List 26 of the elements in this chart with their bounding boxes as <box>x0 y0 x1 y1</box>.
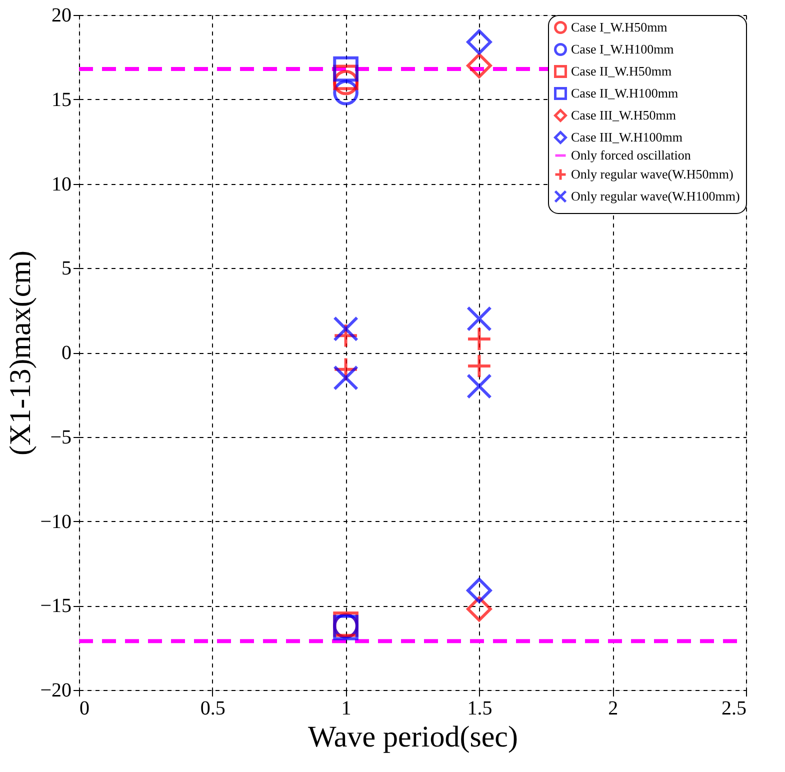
legend-label: Case II_W.H50mm <box>571 64 672 78</box>
legend-label: Only regular wave(W.H100mm) <box>571 188 740 204</box>
x-tick-label: 1 <box>341 698 352 720</box>
y-tick-label: −15 <box>40 595 72 618</box>
y-tick-label: 0 <box>62 342 72 364</box>
legend-label: Only forced oscillation <box>571 148 692 162</box>
y-axis-title: (X1-13)max(cm) <box>4 250 38 456</box>
legend-label: Case III_W.H100mm <box>571 130 682 144</box>
x-tick-label: 0 <box>80 698 90 720</box>
y-tick-label: 10 <box>52 173 72 196</box>
y-tick-label: 5 <box>62 258 72 280</box>
legend-label: Case I_W.H100mm <box>571 42 674 56</box>
y-tick-label: 20 <box>52 4 72 26</box>
legend-label: Case II_W.H100mm <box>571 86 678 100</box>
x-tick-label: 2.5 <box>722 698 746 720</box>
y-tick-label: 15 <box>52 88 72 111</box>
legend-label: Case I_W.H50mm <box>571 20 668 34</box>
y-tick-label: −5 <box>50 426 72 448</box>
x-axis-title: Wave period(sec) <box>308 720 518 754</box>
x-tick-label: 1.5 <box>467 698 492 720</box>
y-tick-label: −10 <box>40 510 72 533</box>
x-tick-label: 2 <box>608 698 618 720</box>
y-tick-label: −20 <box>40 680 72 702</box>
legend-label: Case III_W.H50mm <box>571 108 676 122</box>
legend-label: Only regular wave(W.H50mm) <box>571 166 734 182</box>
x-tick-label: 0.5 <box>200 698 226 720</box>
